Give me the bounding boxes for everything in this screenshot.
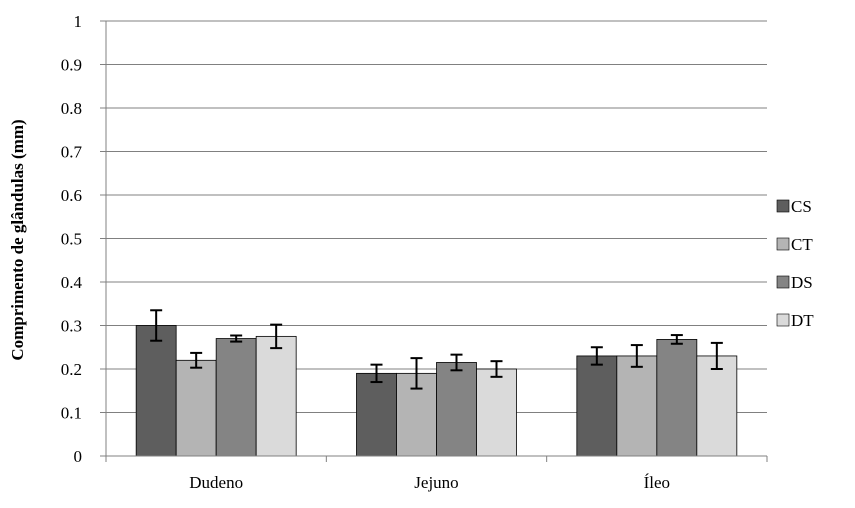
legend-swatch-ct [776,237,790,251]
bar-ct [175,359,217,457]
bars [135,325,738,457]
y-tick-label: 0.6 [61,186,82,205]
y-tick-label: 0.2 [61,360,82,379]
y-tick-label: 0.3 [61,317,82,336]
y-tick-label: 0.1 [61,404,82,423]
y-tick-label: 0.9 [61,56,82,75]
legend-swatch-cs [776,199,790,213]
y-axis-label: Comprimento de glândulas (mm) [8,119,27,360]
bar-dt [255,335,297,457]
bar-ct [616,355,658,457]
y-tick-label: 0.4 [61,273,83,292]
bar-cs [135,325,177,457]
y-tick-label: 0.8 [61,99,82,118]
category-label: Íleo [644,473,670,492]
y-tick-label: 0.7 [61,143,83,162]
bar-dt [476,368,517,457]
axes [100,20,768,462]
legend-swatch-dt [776,313,790,327]
bar-dt [696,355,738,457]
y-tick-label: 1 [74,12,83,31]
bar-ds [215,338,257,457]
legend-label-ds: DS [791,273,813,292]
bar-ds [656,339,698,457]
bar-cs [576,355,618,457]
category-label: Dudeno [189,473,243,492]
y-tick-label: 0 [74,447,83,466]
legend-label-cs: CS [791,197,812,216]
bar-cs [356,372,397,457]
legend-label-dt: DT [791,311,814,330]
bar-ds [436,362,477,457]
y-tick-labels: 0 0.1 0.2 0.3 0.4 0.5 0.6 0.7 0.8 0.9 1 [61,12,83,466]
legend-swatch-ds [776,275,790,289]
error-bars [150,309,723,390]
category-label: Jejuno [414,473,458,492]
y-tick-label: 0.5 [61,230,82,249]
legend-label-ct: CT [791,235,813,254]
legend: CS CT DS DT [776,197,814,330]
category-labels: Dudeno Jejuno Íleo [189,473,670,492]
